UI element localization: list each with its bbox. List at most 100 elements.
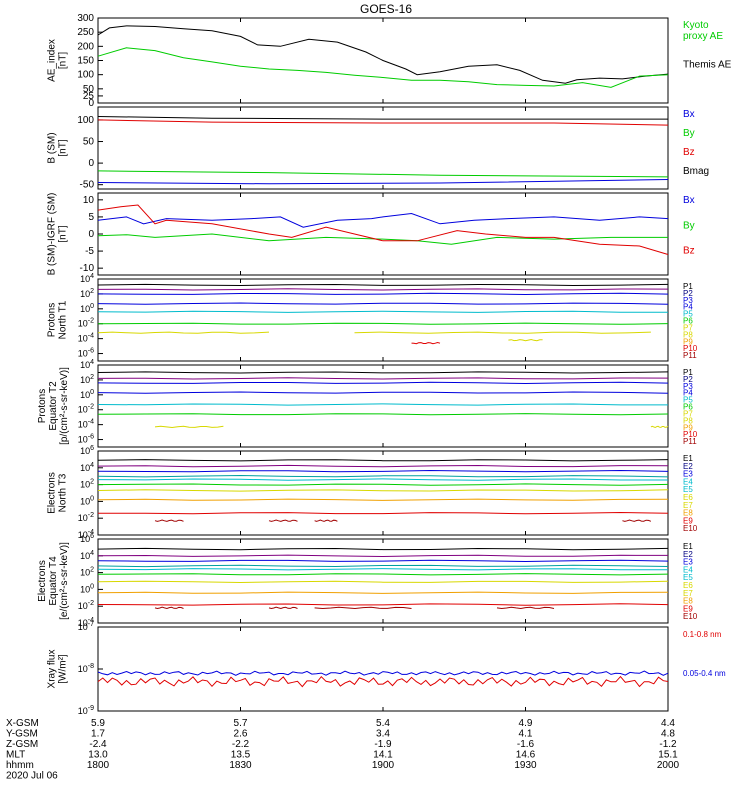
legend-entry: P7 <box>683 323 693 332</box>
y-tick-label: 104 <box>80 462 94 473</box>
series-p5 <box>97 310 668 313</box>
legend-entry: By <box>683 220 695 231</box>
ephemeris-value: -1.6 <box>517 739 535 750</box>
y-tick-exponent: -9 <box>88 705 94 712</box>
y-axis-label: B (SM)-IGRF (SM) <box>47 193 58 276</box>
panel-4: 104 102 100 10-2 10-4 10-6 Protons Equator T2 [p… <box>37 359 698 448</box>
legend-entry: P4 <box>683 303 693 312</box>
y-tick-exponent: 4 <box>90 273 94 280</box>
legend-entry: Themis AE <box>683 60 732 71</box>
legend-entry: E3 <box>683 470 693 479</box>
legend-entry: P6 <box>683 317 693 326</box>
y-axis-label: North T3 <box>58 473 69 512</box>
y-tick-exponent: 0 <box>90 303 94 310</box>
series-e7 <box>97 489 669 492</box>
series-e10 <box>154 606 555 610</box>
panel-frame <box>97 538 669 624</box>
y-tick-exponent: 2 <box>90 374 94 381</box>
y-axis-label: Protons <box>47 303 58 337</box>
series-bz <box>97 204 669 255</box>
y-tick-label: 10-2 <box>78 404 94 415</box>
ephemeris-value: -1.2 <box>659 739 677 750</box>
y-tick-label: 50 <box>83 137 95 148</box>
ephemeris-row-label: X-GSM <box>6 718 39 729</box>
legend-entry: P5 <box>683 396 693 405</box>
legend-entry: Bx <box>683 109 695 120</box>
ephemeris-row-label: Z-GSM <box>6 739 38 750</box>
y-tick-label: 102 <box>80 479 94 490</box>
series-p3 <box>97 381 669 385</box>
legend-entry: P10 <box>683 430 698 439</box>
y-tick-label: 10-6 <box>78 348 94 359</box>
series-e6 <box>97 573 669 576</box>
series-p10 <box>411 341 441 345</box>
legend-entry: 0.05-0.4 nm <box>683 669 726 678</box>
y-tick-label: 102 <box>80 288 94 299</box>
ephemeris-row-label: MLT <box>6 750 25 761</box>
series-e3 <box>97 469 669 473</box>
legend-entry: P1 <box>683 368 693 377</box>
y-tick-label: 10-7 <box>78 621 94 632</box>
y-tick-label: 106 <box>80 533 94 544</box>
legend-entry: Bmag <box>683 166 709 177</box>
series-p4 <box>97 302 669 305</box>
y-tick-exponent: -2 <box>88 404 94 411</box>
y-tick-exponent: 6 <box>90 445 94 452</box>
legend-entry: E7 <box>683 501 693 510</box>
legend-entry: E5 <box>683 573 693 582</box>
y-tick-label: 150 <box>77 56 94 67</box>
y-tick-exponent: 0 <box>90 495 94 502</box>
ephemeris-value: -1.9 <box>374 739 392 750</box>
y-tick-label: 10-6 <box>78 434 94 445</box>
series-e5 <box>97 568 668 571</box>
y-tick-exponent: 2 <box>90 288 94 295</box>
ephemeris-row-label: hhmm <box>6 760 34 771</box>
ephemeris-value: 14.1 <box>373 750 393 761</box>
legend-entry: P3 <box>683 296 693 305</box>
y-tick-label: 5 <box>88 212 94 223</box>
plot-title: GOES-16 <box>360 2 412 16</box>
ephemeris-value: 13.0 <box>88 750 108 761</box>
y-tick-label: 10 <box>83 195 95 206</box>
ephemeris-value: 4.1 <box>519 729 533 740</box>
legend-entry: Bz <box>683 246 695 257</box>
y-tick-label: 0 <box>88 158 94 169</box>
y-tick-label: 100 <box>77 70 94 81</box>
legend-entry: E5 <box>683 485 693 494</box>
ephemeris-value: 1930 <box>514 760 537 771</box>
y-tick-label: 10-4 <box>78 333 94 344</box>
ephemeris-date: 2020 Jul 06 <box>6 771 58 782</box>
legend-entry: E10 <box>683 612 698 621</box>
y-tick-label: 104 <box>80 359 94 370</box>
legend-entry: Kyoto <box>683 20 709 31</box>
legend-entry: P10 <box>683 344 698 353</box>
legend-entry: E6 <box>683 581 693 590</box>
series-by <box>97 170 669 178</box>
ephemeris-value: 5.4 <box>376 718 390 729</box>
y-tick-exponent: -8 <box>88 663 94 670</box>
legend-entry: P11 <box>683 351 697 360</box>
series-e1 <box>97 459 669 462</box>
ephemeris-value: 1830 <box>229 760 252 771</box>
legend-entry: P4 <box>683 389 693 398</box>
ephemeris-value: 2000 <box>657 760 680 771</box>
y-tick-label: 10-9 <box>78 705 94 716</box>
y-tick-label: 100 <box>80 495 94 506</box>
y-axis-label: Xray flux <box>47 650 58 689</box>
legend-entry: Bz <box>683 147 695 158</box>
series-p4 <box>97 391 669 394</box>
y-tick-label: 102 <box>80 567 94 578</box>
ephemeris-value: 3.4 <box>376 729 390 740</box>
ephemeris-value: 1900 <box>372 760 395 771</box>
ephemeris-value: -2.4 <box>89 739 107 750</box>
y-tick-label: 25 <box>83 91 95 102</box>
y-axis-label: Electrons <box>37 560 48 602</box>
ephemeris-value: 4.8 <box>661 729 675 740</box>
legend-entry: E4 <box>683 477 693 486</box>
y-axis-label: [W/m²] <box>58 654 69 684</box>
series-p7 <box>97 331 651 334</box>
series-e9 <box>97 603 669 606</box>
y-tick-label: 10-2 <box>78 600 94 611</box>
series-p8 <box>508 338 543 342</box>
legend-entry: P8 <box>683 330 693 339</box>
